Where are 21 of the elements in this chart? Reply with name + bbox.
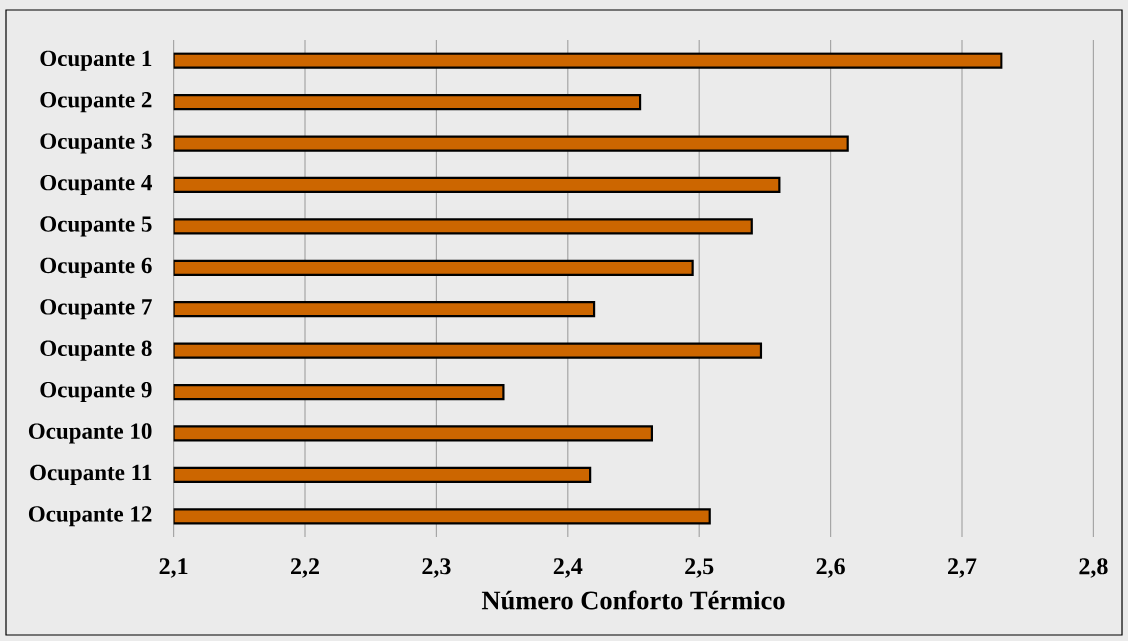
x-tick-label: 2,8 bbox=[1079, 558, 1108, 578]
x-tick-label: 2,5 bbox=[685, 558, 714, 578]
y-tick-label: Ocupante 9 bbox=[40, 381, 152, 403]
y-tick-label: Ocupante 2 bbox=[40, 92, 152, 113]
x-tick-label: 2,6 bbox=[816, 558, 845, 578]
y-tick-label: Ocupante 8 bbox=[40, 340, 152, 361]
x-tick-label: 2,2 bbox=[291, 558, 319, 578]
x-tick-label: 2,4 bbox=[553, 558, 583, 578]
y-tick-label: Ocupante 3 bbox=[40, 133, 152, 154]
x-tick-label: 2,7 bbox=[948, 558, 977, 578]
x-tick-label: 2,1 bbox=[159, 558, 188, 578]
x-axis-title: Número Conforto Térmico bbox=[481, 590, 785, 610]
y-tick-label: Ocupante 7 bbox=[40, 299, 152, 320]
y-tick-label: Ocupante 1 bbox=[40, 50, 152, 71]
y-tick-label: Ocupante 10 bbox=[28, 423, 152, 444]
y-tick-label: Ocupante 6 bbox=[40, 257, 152, 278]
x-tick-label: 2,3 bbox=[422, 558, 451, 578]
y-tick-label: Ocupante 5 bbox=[40, 216, 152, 237]
y-tick-label: Ocupante 12 bbox=[28, 506, 152, 527]
y-tick-label: Ocupante 4 bbox=[40, 174, 152, 196]
y-tick-label: Ocupante 11 bbox=[30, 464, 152, 485]
